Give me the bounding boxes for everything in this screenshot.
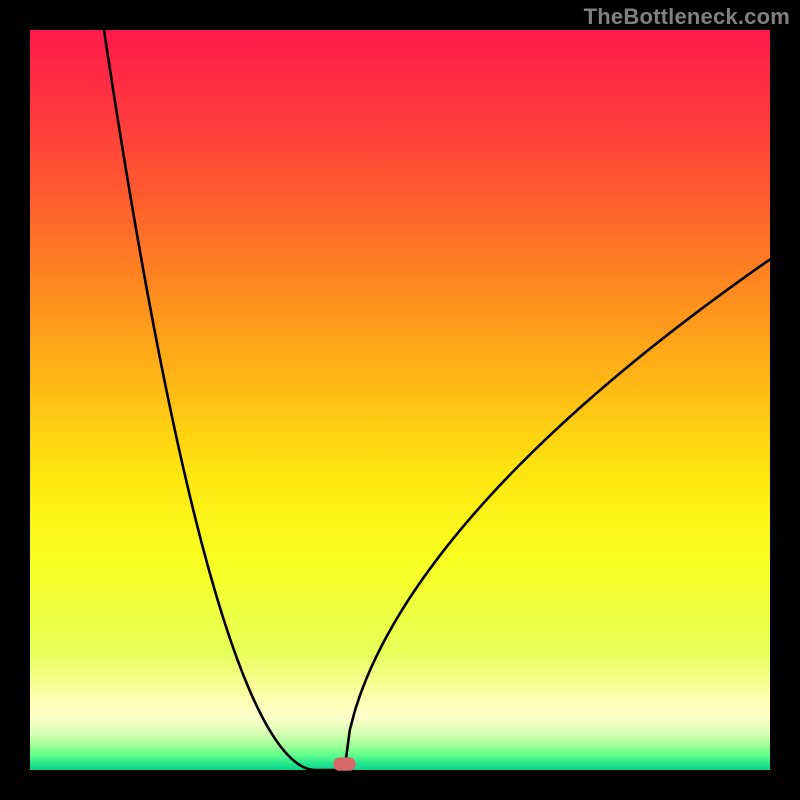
bottleneck-chart xyxy=(0,0,800,800)
watermark-text: TheBottleneck.com xyxy=(584,4,790,30)
plot-area xyxy=(30,30,770,770)
min-marker xyxy=(333,757,355,770)
